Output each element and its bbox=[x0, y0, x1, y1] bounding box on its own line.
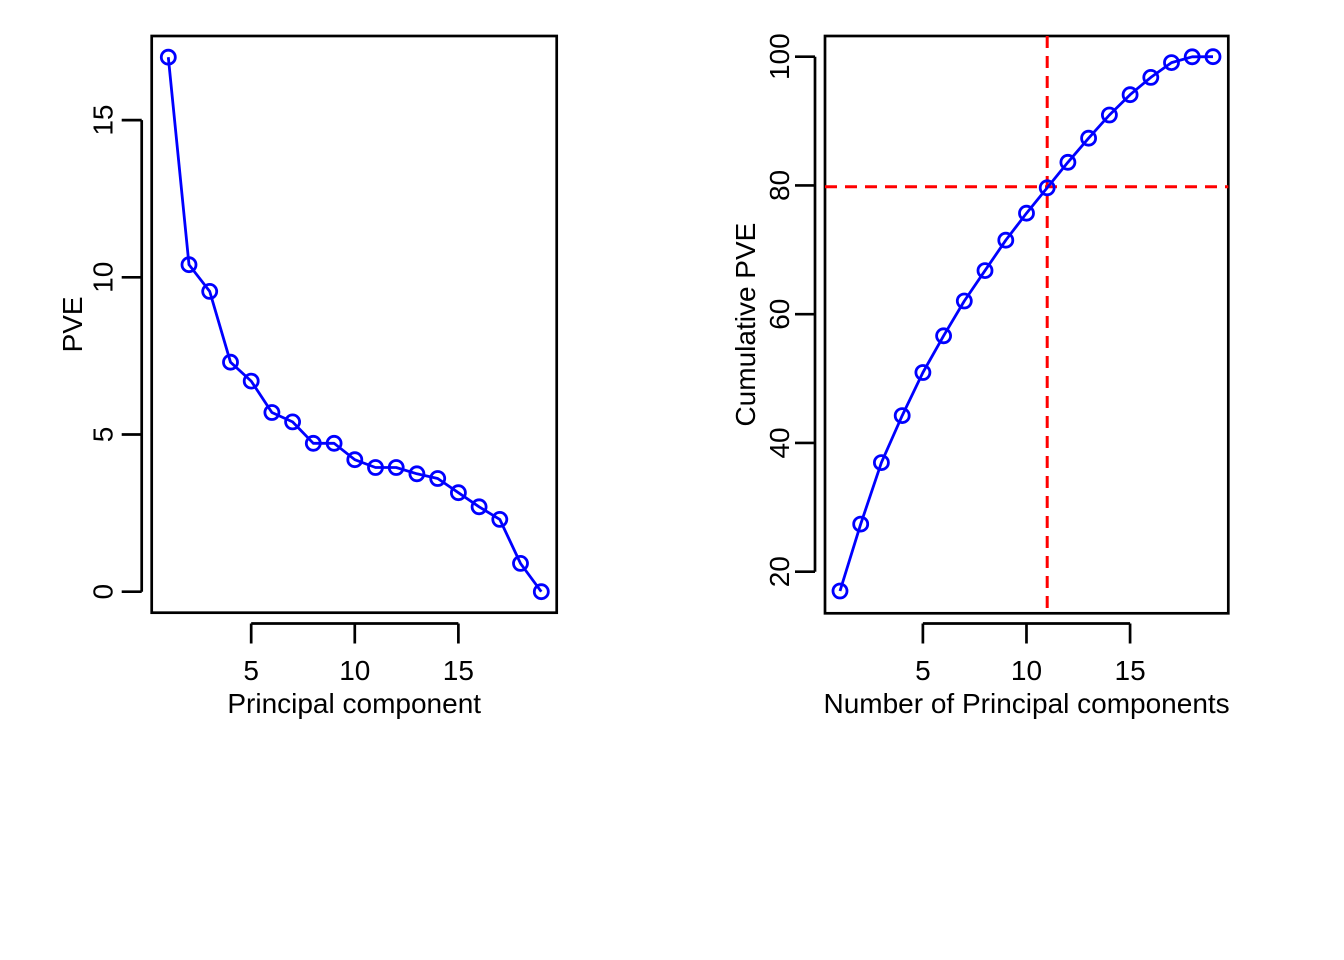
data-point bbox=[222, 353, 239, 371]
data-point bbox=[955, 292, 973, 310]
data-point bbox=[935, 327, 952, 345]
data-point bbox=[873, 454, 890, 472]
data-point bbox=[1163, 54, 1180, 71]
data-point bbox=[304, 434, 322, 452]
y-tick-label: 60 bbox=[764, 299, 795, 330]
left-y-axis-title: PVE bbox=[57, 296, 88, 352]
data-point bbox=[284, 413, 302, 431]
series-line bbox=[838, 55, 1214, 592]
data-point bbox=[1121, 86, 1139, 104]
y-tick-label: 20 bbox=[764, 556, 795, 587]
y-tick-label: 10 bbox=[87, 262, 118, 293]
right-y-axis-title: Cumulative PVE bbox=[730, 223, 761, 427]
data-point bbox=[346, 451, 364, 469]
data-point bbox=[852, 515, 870, 533]
left-x-axis-title: Principal component bbox=[227, 688, 481, 719]
y-tick-label: 0 bbox=[87, 584, 118, 600]
x-tick-label: 15 bbox=[443, 655, 474, 686]
data-point bbox=[325, 434, 343, 452]
data-point bbox=[367, 459, 384, 476]
x-tick-label: 10 bbox=[339, 655, 370, 686]
data-point bbox=[449, 484, 467, 502]
data-point bbox=[1142, 69, 1160, 86]
data-point bbox=[387, 459, 405, 476]
y-tick-label: 15 bbox=[87, 105, 118, 136]
data-point bbox=[491, 511, 509, 528]
data-point bbox=[159, 48, 177, 66]
plot-box bbox=[823, 34, 1230, 615]
data-point bbox=[831, 582, 849, 600]
x-tick-label: 5 bbox=[243, 655, 259, 686]
data-point bbox=[429, 470, 447, 487]
data-point bbox=[1080, 129, 1097, 147]
data-point bbox=[1038, 179, 1056, 197]
data-point bbox=[263, 404, 281, 421]
data-point bbox=[532, 583, 550, 601]
data-point bbox=[242, 372, 260, 390]
left-plot-area: 0 5 10 15 5 10 15 bbox=[87, 34, 559, 686]
right-x-axis-title: Number of Principal components bbox=[823, 688, 1229, 719]
data-point bbox=[408, 465, 426, 483]
data-point bbox=[180, 256, 198, 274]
x-tick-label: 15 bbox=[1115, 655, 1146, 686]
y-tick-label: 40 bbox=[764, 427, 795, 458]
x-tick-label: 10 bbox=[1011, 655, 1042, 686]
data-point bbox=[1204, 48, 1222, 66]
right-plot-area: 20 40 60 80 100 5 10 15 bbox=[764, 33, 1230, 686]
x-tick-label: 5 bbox=[915, 655, 931, 686]
y-tick-label: 100 bbox=[764, 33, 795, 80]
data-point bbox=[1018, 204, 1035, 222]
left-plot: 0 5 10 15 5 10 15 Principal component PVE bbox=[57, 34, 559, 719]
data-point bbox=[512, 555, 529, 572]
y-tick-label: 5 bbox=[87, 427, 118, 443]
data-point bbox=[997, 231, 1015, 249]
data-point bbox=[893, 407, 911, 425]
data-point bbox=[976, 262, 994, 280]
data-point bbox=[1101, 106, 1118, 124]
right-plot: 20 40 60 80 100 5 10 15 Number of Principal com… bbox=[730, 33, 1230, 719]
data-point bbox=[470, 498, 488, 516]
series-line bbox=[166, 57, 543, 593]
data-point bbox=[1059, 153, 1077, 171]
y-tick-label: 80 bbox=[764, 170, 795, 201]
plot-box bbox=[150, 34, 559, 615]
data-point bbox=[914, 364, 932, 381]
data-point bbox=[1183, 48, 1201, 66]
data-point bbox=[201, 282, 219, 300]
